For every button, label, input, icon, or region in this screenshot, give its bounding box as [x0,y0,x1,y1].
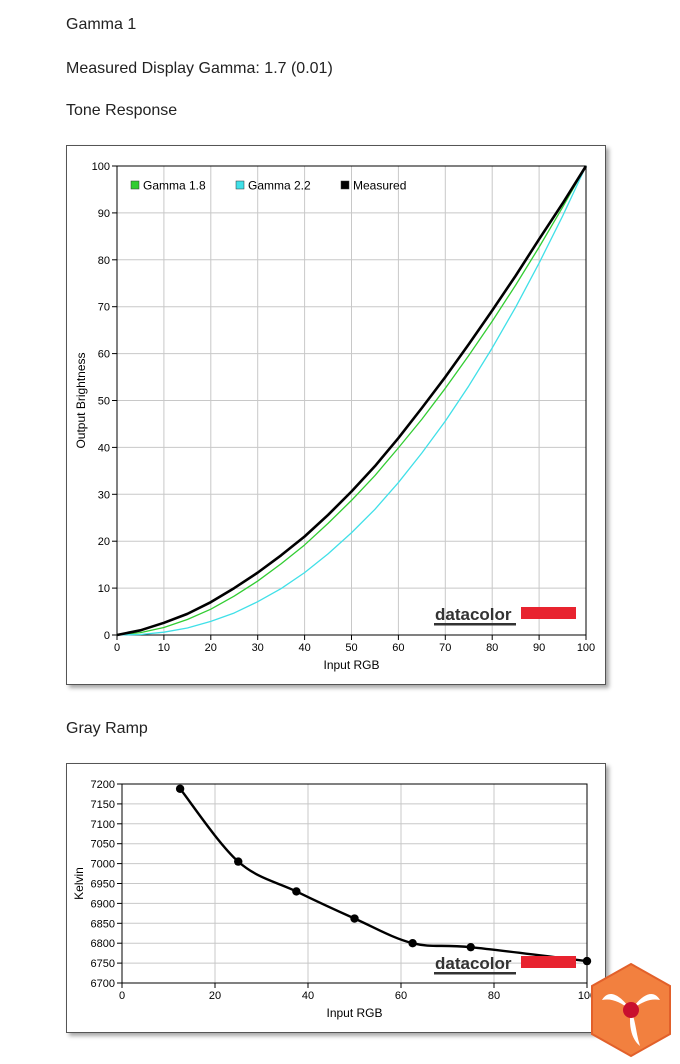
x-tick-label: 90 [533,642,545,654]
series-line-1 [116,165,587,636]
watermark-text: datacolor [435,605,512,624]
x-tick-label: 10 [158,642,170,654]
y-tick-label: 7200 [91,779,115,791]
kelvin-point [408,939,417,948]
y-tick-label: 60 [98,349,110,361]
x-tick-label: 40 [298,642,310,654]
x-axis-label: Input RGB [323,658,379,672]
y-tick-label: 90 [98,208,110,220]
x-tick-label: 80 [486,642,498,654]
legend-label: Gamma 1.8 [143,179,206,193]
page-title: Gamma 1 [66,16,137,33]
y-tick-label: 40 [98,442,110,454]
x-tick-label: 50 [345,642,357,654]
x-tick-label: 0 [114,642,120,654]
legend-swatch [235,180,245,190]
x-tick-label: 70 [439,642,451,654]
plot-border [116,165,587,636]
x-tick-label: 60 [392,642,404,654]
y-tick-label: 7000 [91,859,115,871]
watermark-bar [521,607,576,619]
x-tick-label: 20 [209,990,221,1002]
tone-response-heading: Tone Response [66,102,178,119]
x-axis-label: Input RGB [326,1006,382,1020]
y-tick-label: 6900 [91,898,115,910]
kelvin-point [466,942,475,952]
y-tick-label: 7150 [91,799,115,811]
y-tick-label: 10 [98,583,110,595]
watermark-text: datacolor [435,954,512,973]
gray-ramp-chart: 0 20 40 60 80 1006700675068006850690069507000… [72,779,596,1020]
site-logo-icon [588,962,674,1058]
measured-gamma-label: Measured Display Gamma: 1.7 (0.01) [66,60,333,77]
y-tick-label: 6800 [91,938,115,950]
kelvin-point [234,857,243,866]
legend-label: Gamma 2.2 [248,179,311,193]
y-axis-label: Kelvin [72,867,86,900]
x-tick-label: 40 [302,990,314,1002]
watermark-underline [434,972,516,975]
x-tick-label: 60 [395,990,407,1002]
y-tick-label: 7100 [91,819,115,831]
y-tick-label: 6700 [91,978,115,990]
plot-border [121,783,588,984]
kelvin-line [179,788,588,963]
y-tick-label: 0 [104,630,110,642]
x-tick-label: 80 [488,990,500,1002]
x-tick-label: 0 [119,990,125,1002]
gray-ramp-heading: Gray Ramp [66,720,148,737]
series-line-3 [116,165,588,637]
y-tick-label: 100 [92,161,110,173]
legend-swatch [130,180,140,190]
y-tick-label: 6850 [91,918,115,930]
y-tick-label: 70 [98,302,110,314]
kelvin-point [292,887,301,896]
kelvin-point [582,956,592,966]
series-line-2 [116,165,587,636]
x-tick-label: 100 [577,642,595,654]
tone-response-chart-panel: 0 10 20 30 40 50 60 70 80 90 100 0 10 20 30 40 50 60 70 80 9… [66,145,606,685]
y-tick-label: 7050 [91,839,115,851]
y-axis-label: Output Brightness [74,352,88,448]
legend-label: Measured [353,179,406,193]
y-tick-label: 6950 [91,879,115,891]
y-tick-label: 6750 [91,958,115,970]
y-tick-label: 80 [98,255,110,267]
datacolor-watermark: datacolor [434,954,576,975]
tone-response-chart: 0 10 20 30 40 50 60 70 80 90 100 0 10 20 30 40 50 60 70 80 9… [74,161,595,672]
y-tick-label: 50 [98,396,110,408]
kelvin-point [350,914,359,923]
x-tick-label: 20 [205,642,217,654]
legend-swatch [340,180,350,190]
x-tick-label: 30 [252,642,264,654]
watermark-bar [521,956,576,968]
y-tick-label: 20 [98,536,110,548]
kelvin-point [175,784,185,793]
gray-ramp-chart-panel: 0 20 40 60 80 100 6700 6750 6800 6850 6900 6950 7000… [66,763,606,1033]
y-tick-label: 30 [98,489,110,501]
watermark-underline [434,623,516,626]
datacolor-watermark: datacolor [434,605,576,626]
